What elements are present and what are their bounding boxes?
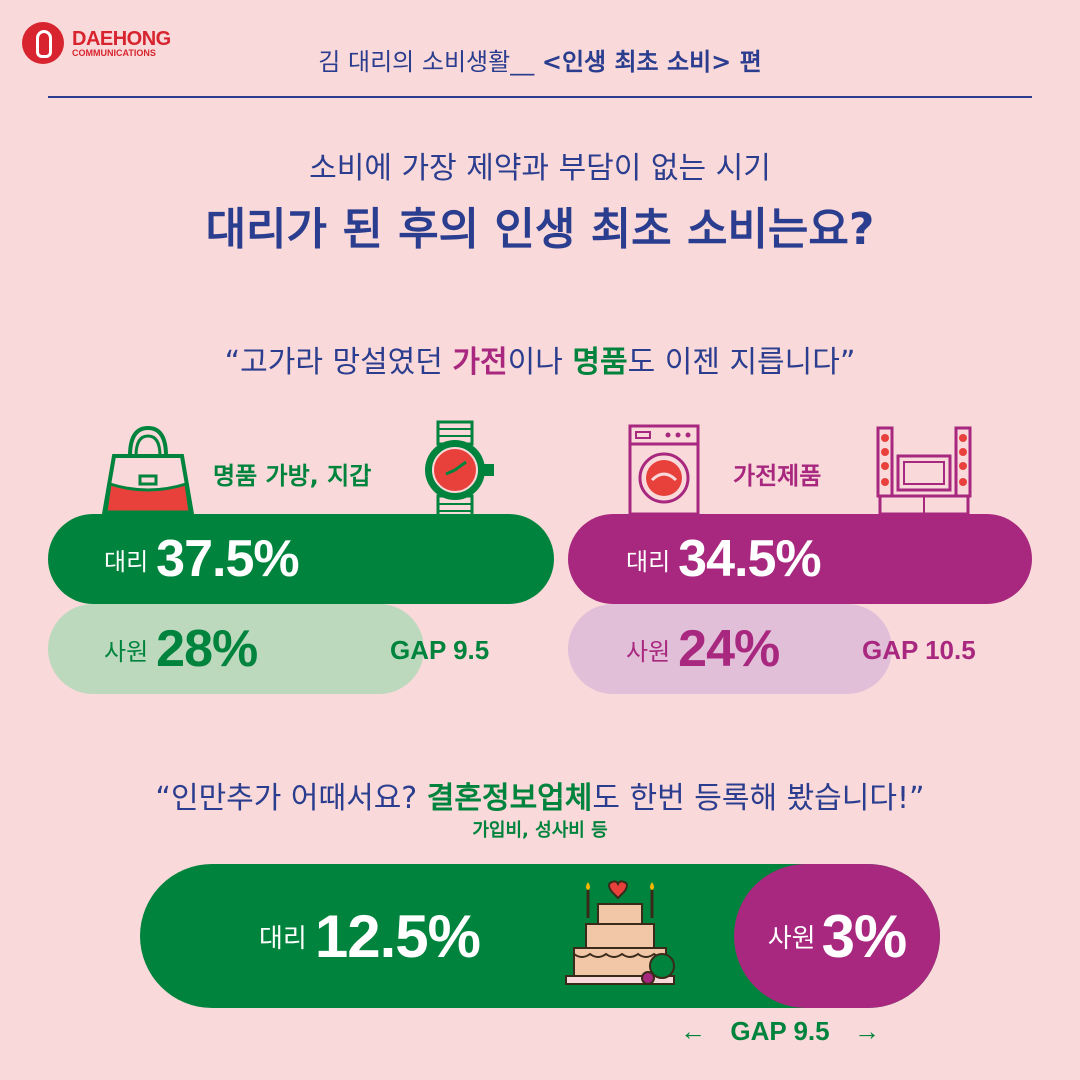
quote-2-highlight: 결혼정보업체 [426, 781, 593, 816]
subtitle: 소비에 가장 제약과 부담이 없는 시기 [309, 151, 771, 186]
quote-2: “인만추가 어때서요? 결혼정보업체도 한번 등록해 봤습니다!” [0, 773, 1080, 817]
logo-sub: COMMUNICATIONS [72, 47, 156, 58]
right-category-label: 가전제품 [733, 462, 822, 490]
right-sawon-label: 사원 [626, 637, 671, 666]
watch-icon [425, 420, 494, 520]
logo-mark-icon [22, 22, 64, 64]
bottom-sawon-pill: 사원 3% [734, 864, 940, 1008]
logo-name: DAEHONG [72, 27, 171, 50]
quote-2-open: “인만추가 어때서요? [155, 781, 427, 816]
left-gap: GAP 9.5 [390, 635, 490, 665]
quote-1-highlight-appliance: 가전 [452, 345, 508, 380]
bottom-gap-indicator: ← GAP 9.5 → [680, 1016, 880, 1047]
left-category-label: 명품 가방, 지갑 [213, 462, 372, 490]
note: 가입비, 성사비 등 [472, 820, 608, 841]
logo: DAEHONG COMMUNICATIONS [22, 22, 171, 64]
washing-machine-icon [628, 424, 700, 516]
quote-1: “고가라 망설였던 가전이나 명품도 이젠 지릅니다” [0, 337, 1080, 381]
wedding-cake-icon [565, 880, 675, 985]
left-arrow-icon: ← [680, 1016, 706, 1046]
left-sawon-label: 사원 [104, 637, 149, 666]
quote-1-highlight-luxury: 명품 [572, 345, 628, 380]
left-daeri-pill: 대리 37.5% [48, 514, 554, 604]
left-daeri-label: 대리 [104, 547, 149, 576]
quote-1-mid: 이나 [507, 345, 573, 380]
right-daeri-pill: 대리 34.5% [568, 514, 1032, 604]
left-sawon-value: 28% [156, 620, 258, 678]
bottom-daeri-value: 12.5% [314, 902, 481, 970]
bottom-gap: GAP 9.5 [730, 1016, 830, 1046]
header-emphasis: <인생 최초 소비> 편 [541, 48, 762, 76]
series-header: 김 대리의 소비생활__ <인생 최초 소비> 편 [0, 42, 1080, 77]
bottom-daeri-group: 대리 12.5% [140, 864, 481, 1008]
right-sawon-pill: 사원 24% [568, 604, 892, 694]
left-daeri-value: 37.5% [156, 530, 299, 588]
speaker-system-icon [876, 426, 972, 516]
bottom-sawon-label: 사원 [767, 923, 816, 954]
header-prefix: 김 대리의 소비생활__ [318, 48, 535, 76]
right-arrow-icon: → [854, 1016, 880, 1046]
right-gap: GAP 10.5 [862, 635, 976, 665]
quote-1-open: “고가라 망설였던 [224, 345, 453, 380]
bottom-daeri-label: 대리 [259, 923, 307, 954]
left-sawon-pill: 사원 28% [48, 604, 424, 694]
quote-1-close: 도 이젠 지릅니다” [627, 345, 856, 380]
handbag-icon [101, 425, 195, 516]
page-title: 대리가 된 후의 인생 최초 소비는요? [205, 204, 875, 255]
quote-2-close: 도 한번 등록해 봤습니다!” [592, 781, 925, 816]
right-daeri-value: 34.5% [678, 530, 821, 588]
header-divider [48, 96, 1032, 98]
right-daeri-label: 대리 [626, 547, 671, 576]
right-sawon-value: 24% [678, 620, 780, 678]
bottom-sawon-value: 3% [821, 902, 908, 970]
